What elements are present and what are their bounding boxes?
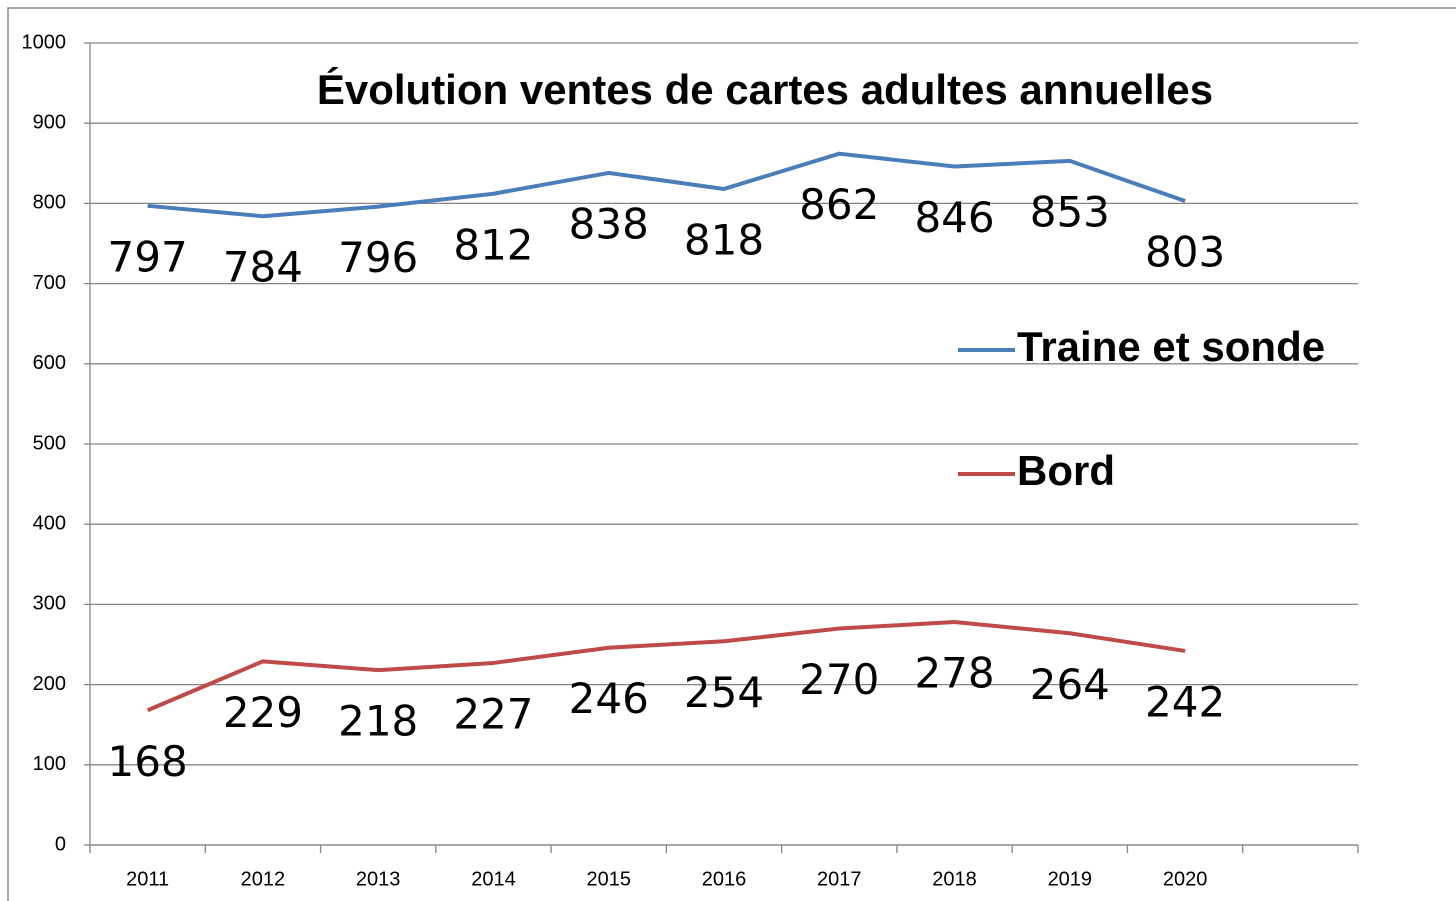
x-tick-label: 2011 [126,868,169,890]
data-label: 229 [223,688,303,737]
data-label: 838 [569,199,649,248]
legend-label: Bord [1017,447,1115,494]
data-label: 264 [1030,660,1110,709]
data-label: 796 [338,233,418,282]
x-tick-label: 2019 [1048,868,1093,890]
data-label: 254 [684,668,764,717]
x-tick-label: 2013 [356,868,401,890]
y-tick-label: 400 [33,512,66,534]
y-tick-label: 700 [33,272,66,294]
chart-title: Évolution ventes de cartes adultes annue… [317,66,1213,113]
data-label: 853 [1030,187,1110,236]
x-tick-label: 2012 [241,868,286,890]
y-tick-label: 800 [33,192,66,214]
data-label: 227 [453,689,533,738]
data-label: 797 [108,232,188,281]
y-tick-label: 300 [33,593,66,615]
series-line [147,151,1186,219]
y-tick-label: 0 [55,833,66,855]
x-tick-label: 2015 [586,868,631,890]
y-tick-label: 600 [33,352,66,374]
data-label: 278 [914,649,994,698]
x-tick-label: 2018 [932,868,977,890]
legend-label: Traine et sonde [1017,323,1325,370]
data-label: 846 [914,193,994,242]
data-label: 168 [108,737,188,786]
data-label: 242 [1145,677,1225,726]
y-tick-label: 100 [33,753,66,775]
data-label: 270 [799,655,879,704]
y-tick-label: 200 [33,673,66,695]
x-tick-label: 2014 [471,868,516,890]
y-tick-label: 500 [33,432,66,454]
x-tick-label: 2017 [817,868,862,890]
data-label: 803 [1145,227,1225,276]
data-label: 818 [684,215,764,264]
data-label: 246 [569,674,649,723]
y-tick-label: 1000 [22,31,67,53]
x-tick-label: 2020 [1163,868,1208,890]
series-line [146,620,1186,713]
x-tick-label: 2016 [702,868,747,890]
data-label: 862 [799,180,879,229]
data-label: 218 [338,697,418,746]
y-tick-label: 900 [33,111,66,133]
data-label: 812 [453,220,533,269]
data-label: 784 [223,243,303,292]
chart-border [7,7,1456,901]
